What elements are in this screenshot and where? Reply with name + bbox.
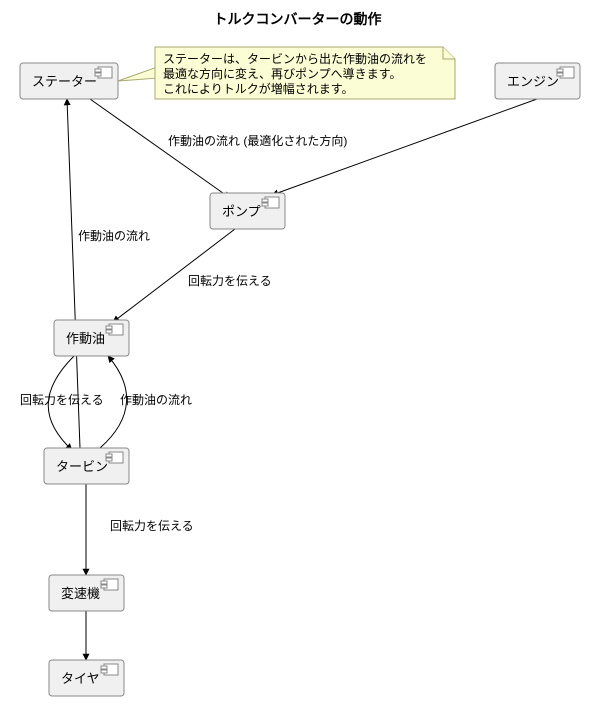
component-icon — [101, 664, 118, 675]
diagram-canvas: トルクコンバーターの動作作動油の流れ (最適化された方向)回転力を伝える回転力を… — [0, 0, 595, 704]
node-label-turbine: タービン — [56, 459, 108, 474]
node-label-fluid: 作動油 — [66, 331, 105, 346]
edge-label-6: 回転力を伝える — [110, 519, 194, 533]
note-line-0: ステーターは、タービンから出た作動油の流れを — [163, 52, 427, 66]
component-icon — [106, 324, 123, 335]
component-icon — [262, 197, 279, 208]
note-line-2: これによりトルクが増幅されます。 — [163, 81, 354, 96]
component-icon — [557, 67, 574, 78]
note-line-1: 最適な方向に変え、再びポンプへ導きます。 — [163, 66, 401, 81]
edge-label-5: 作動油の流れ — [78, 229, 150, 243]
node-label-gearbox: 変速機 — [61, 586, 100, 601]
component-icon — [106, 452, 123, 463]
node-label-stator: ステーター — [32, 74, 97, 89]
node-label-engine: エンジン — [507, 74, 559, 89]
edge-label-4: 作動油の流れ — [120, 393, 192, 407]
edge-label-3: 回転力を伝える — [20, 393, 104, 407]
edge-label-2: 回転力を伝える — [188, 274, 272, 288]
node-label-tire: タイヤ — [61, 671, 100, 686]
component-icon — [101, 579, 118, 590]
edge-label-1: 作動油の流れ (最適化された方向) — [168, 133, 347, 148]
node-label-pump: ポンプ — [222, 204, 261, 219]
edge-stator-pump — [90, 99, 230, 198]
component-icon — [95, 67, 112, 78]
diagram-title: トルクコンバーターの動作 — [214, 11, 382, 27]
